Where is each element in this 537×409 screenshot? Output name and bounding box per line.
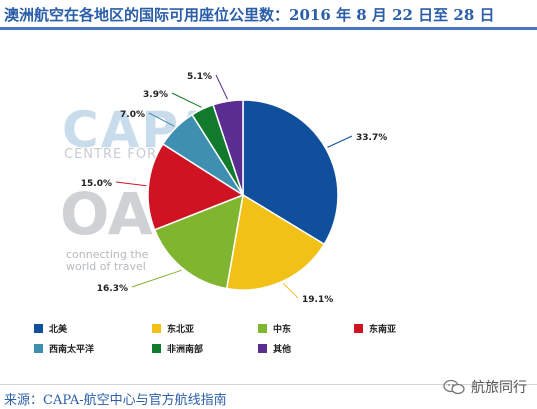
leader-line-7 <box>215 74 228 100</box>
pie-slice-2 <box>225 193 326 291</box>
legend-swatch <box>258 344 267 353</box>
brand-name: 航旅同行 <box>471 380 527 396</box>
pie-chart: 33.7% 19.1% 16.3% 15.0% 7.0% 3.9% 5.1% <box>81 72 387 305</box>
slice-label-1: 33.7% <box>356 133 387 143</box>
brand-mark: 航旅同行 <box>443 377 527 397</box>
leader-line-1 <box>327 135 353 148</box>
legend-label: 东南亚 <box>369 325 397 335</box>
slice-label-3: 16.3% <box>97 284 128 294</box>
leader-line-2 <box>282 282 299 299</box>
watermark-tagline-2: world of travel <box>66 260 146 273</box>
legend-item-3: 中东 <box>258 322 291 335</box>
pie-slice-3 <box>153 193 244 290</box>
leader-line-3 <box>131 269 182 288</box>
legend-item-5: 西南太平洋 <box>34 342 94 355</box>
chart-title: 澳洲航空在各地区的国际可用座位公里数：2016 年 8 月 22 日至 28 日 <box>4 6 495 24</box>
watermark-tagline-1: connecting the <box>66 248 149 261</box>
watermark-centre: CENTRE FOR <box>64 147 158 162</box>
legend-item-7: 其他 <box>258 342 291 355</box>
legend-swatch <box>152 344 161 353</box>
leader-line-6 <box>171 92 202 108</box>
slice-label-6: 3.9% <box>143 90 168 100</box>
source-note: 来源：CAPA-航空中心与官方航线指南 <box>4 393 227 408</box>
chart-legend: 北美 东北亚 中东 东南亚西南太平洋 非洲南部 其他 <box>34 322 414 362</box>
slice-label-4: 15.0% <box>81 179 112 189</box>
legend-item-6: 非洲南部 <box>152 342 203 355</box>
legend-item-2: 东北亚 <box>152 322 194 335</box>
legend-swatch <box>152 324 161 333</box>
leader-line-4 <box>115 181 147 187</box>
pie-slice-1 <box>242 99 339 246</box>
legend-swatch <box>354 324 363 333</box>
legend-swatch <box>34 344 43 353</box>
footer-divider <box>0 384 537 385</box>
title-divider <box>0 27 537 30</box>
legend-label: 东北亚 <box>167 325 195 335</box>
pie-slice-7 <box>212 99 244 196</box>
legend-item-4: 东南亚 <box>354 322 396 335</box>
legend-label: 西南太平洋 <box>49 345 95 355</box>
slice-label-7: 5.1% <box>187 72 212 82</box>
legend-label: 其他 <box>273 345 292 355</box>
legend-item-1: 北美 <box>34 322 67 335</box>
slice-label-5: 7.0% <box>120 110 145 120</box>
leader-line-5 <box>148 112 175 127</box>
legend-label: 北美 <box>49 325 68 335</box>
chat-bubble-icon <box>443 379 465 395</box>
legend-swatch <box>34 324 43 333</box>
legend-swatch <box>258 324 267 333</box>
pie-slice-4 <box>147 142 245 231</box>
slice-label-2: 19.1% <box>302 295 333 305</box>
legend-label: 中东 <box>273 325 292 335</box>
legend-label: 非洲南部 <box>167 345 204 355</box>
